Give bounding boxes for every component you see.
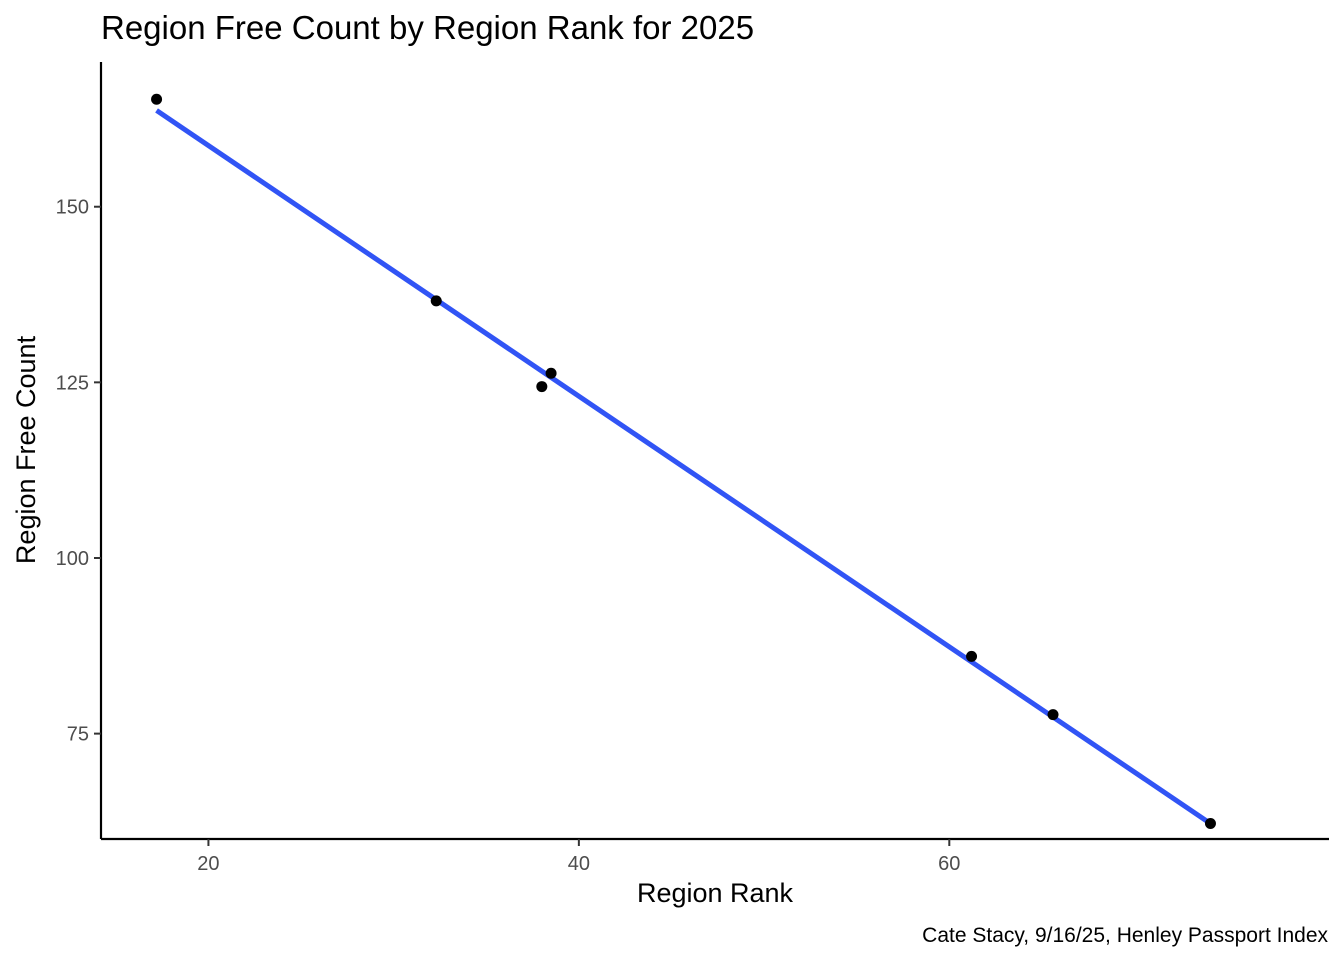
x-axis-ticks: 20 40 60 xyxy=(197,839,960,875)
data-point xyxy=(1047,709,1059,721)
data-point xyxy=(151,93,163,105)
y-tick-label: 75 xyxy=(67,724,89,746)
y-axis-title: Region Free Count xyxy=(11,335,41,564)
chart-title: Region Free Count by Region Rank for 202… xyxy=(101,9,754,46)
y-tick-label: 100 xyxy=(56,548,89,570)
y-tick-label: 150 xyxy=(56,197,89,219)
y-axis-ticks: 75 100 125 150 xyxy=(56,197,101,746)
points-layer xyxy=(151,93,1216,830)
plot-area xyxy=(151,93,1216,830)
data-point xyxy=(430,295,442,307)
x-tick-label: 60 xyxy=(938,853,960,875)
data-point xyxy=(536,381,548,393)
x-axis-title: Region Rank xyxy=(637,878,794,908)
y-tick-label: 125 xyxy=(56,372,89,394)
data-point xyxy=(966,650,978,662)
data-point xyxy=(545,367,557,379)
x-tick-label: 40 xyxy=(568,853,590,875)
chart-caption: Cate Stacy, 9/16/25, Henley Passport Ind… xyxy=(922,924,1328,947)
fit-line-layer xyxy=(155,108,1212,826)
x-tick-label: 20 xyxy=(197,853,219,875)
data-point xyxy=(1204,818,1216,830)
regression-line xyxy=(155,108,1212,826)
